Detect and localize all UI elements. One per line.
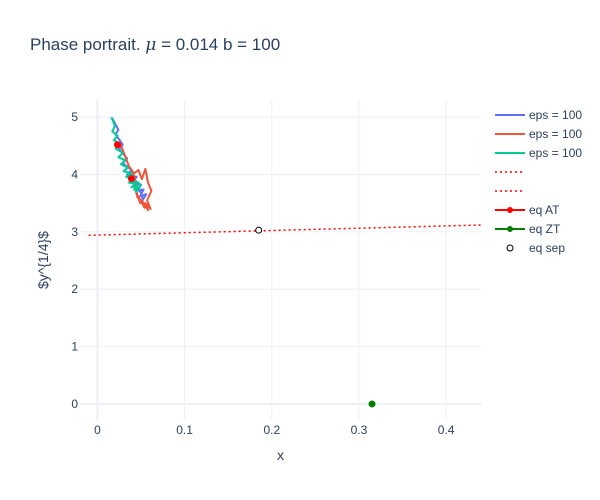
marker-layer bbox=[113, 141, 376, 408]
y-tick-label: 0 bbox=[71, 397, 78, 411]
chart-title: Phase portrait. μ = 0.014 b = 100 bbox=[30, 35, 280, 55]
x-tick-label: 0 bbox=[94, 423, 101, 437]
y-tick-label: 2 bbox=[71, 282, 78, 296]
legend-item[interactable]: eps = 100 bbox=[495, 127, 582, 141]
x-axis-title: x bbox=[277, 447, 284, 463]
y-tick-labels: 0 1 2 3 4 5 bbox=[71, 110, 78, 411]
legend[interactable]: eps = 100 eps = 100 eps = 100 eq AT eq ZT eq … bbox=[495, 108, 582, 255]
chart-title-prefix: Phase portrait. bbox=[30, 35, 145, 54]
y-axis-title: $y^{1/4}$ bbox=[35, 231, 51, 289]
legend-label: eq sep bbox=[529, 241, 565, 255]
series-line-2 bbox=[110, 116, 142, 193]
legend-swatch-marker bbox=[506, 244, 514, 252]
legend-item[interactable]: eq AT bbox=[495, 203, 560, 217]
legend-item[interactable]: eps = 100 bbox=[495, 108, 582, 122]
legend-item[interactable]: eps = 100 bbox=[495, 146, 582, 160]
legend-label: eps = 100 bbox=[529, 108, 582, 122]
legend-label: eq AT bbox=[529, 203, 560, 217]
chart-title-suffix: = 0.014 b = 100 bbox=[156, 35, 280, 54]
x-tick-label: 0.2 bbox=[263, 423, 280, 437]
series-line-3 bbox=[88, 224, 481, 237]
legend-item[interactable]: eq sep bbox=[506, 241, 565, 255]
legend-label: eq ZT bbox=[529, 222, 561, 236]
legend-label: eps = 100 bbox=[529, 127, 582, 141]
y-tick-label: 3 bbox=[71, 225, 78, 239]
grid-layer bbox=[80, 100, 481, 420]
legend-item[interactable]: eq ZT bbox=[495, 222, 561, 236]
series-line-0 bbox=[111, 117, 148, 201]
x-tick-labels: 0 0.1 0.2 0.3 0.4 bbox=[94, 423, 455, 437]
series-point-6 bbox=[368, 400, 376, 408]
series-point-5 bbox=[127, 175, 135, 183]
series-point-5 bbox=[113, 141, 121, 149]
y-tick-label: 4 bbox=[71, 168, 78, 182]
x-tick-label: 0.1 bbox=[176, 423, 193, 437]
chart-title-mu: μ bbox=[145, 35, 156, 55]
x-tick-label: 0.3 bbox=[351, 423, 368, 437]
legend-swatch-marker bbox=[507, 207, 513, 213]
series-line-1 bbox=[119, 142, 153, 212]
legend-label: eps = 100 bbox=[529, 146, 582, 160]
legend-swatch-marker bbox=[507, 226, 513, 232]
y-tick-label: 1 bbox=[71, 340, 78, 354]
y-tick-label: 5 bbox=[71, 110, 78, 124]
series-point-7 bbox=[255, 226, 263, 234]
series-layer bbox=[88, 116, 481, 237]
x-tick-label: 0.4 bbox=[438, 423, 455, 437]
